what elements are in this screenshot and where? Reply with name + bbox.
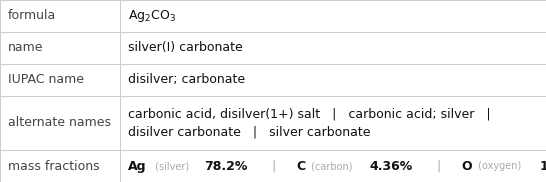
Text: carbonic acid, disilver(1+) salt   |   carbonic acid; silver   |
disilver carbon: carbonic acid, disilver(1+) salt | carbo… (128, 107, 491, 139)
Text: 4.36%: 4.36% (370, 160, 413, 173)
Text: C: C (296, 160, 305, 173)
Text: |: | (425, 160, 454, 173)
Text: mass fractions: mass fractions (8, 160, 99, 173)
Text: formula: formula (8, 9, 56, 22)
Text: Ag: Ag (128, 160, 146, 173)
Text: disilver; carbonate: disilver; carbonate (128, 73, 245, 86)
Text: (carbon): (carbon) (308, 161, 355, 171)
Text: |: | (260, 160, 288, 173)
Text: 78.2%: 78.2% (204, 160, 247, 173)
Text: O: O (462, 160, 472, 173)
Text: IUPAC name: IUPAC name (8, 73, 84, 86)
Text: (silver): (silver) (152, 161, 192, 171)
Text: (oxygen): (oxygen) (476, 161, 525, 171)
Text: alternate names: alternate names (8, 116, 111, 129)
Text: silver(I) carbonate: silver(I) carbonate (128, 41, 243, 54)
Text: name: name (8, 41, 44, 54)
Text: Ag$_2$CO$_3$: Ag$_2$CO$_3$ (128, 8, 176, 24)
Text: 17.4%: 17.4% (539, 160, 546, 173)
